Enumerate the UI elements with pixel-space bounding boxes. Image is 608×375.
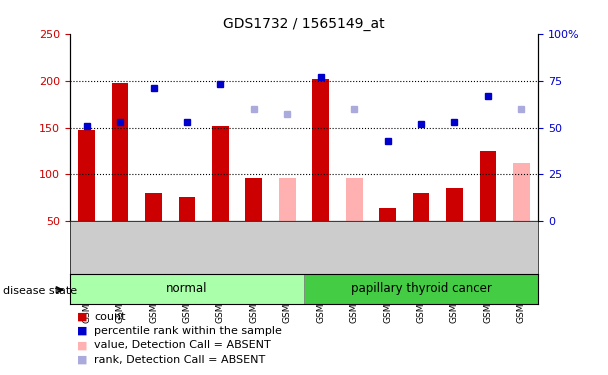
Text: ■: ■ [77,340,88,350]
Bar [246,178,262,268]
Bar [112,82,128,268]
Bar [379,208,396,268]
Bar [304,274,538,304]
Text: percentile rank within the sample: percentile rank within the sample [94,326,282,336]
Text: papillary thyroid cancer: papillary thyroid cancer [351,282,491,295]
Text: value, Detection Call = ABSENT: value, Detection Call = ABSENT [94,340,271,350]
Bar [70,274,304,304]
Bar [78,130,95,268]
Text: ■: ■ [77,355,88,364]
Bar [513,163,530,268]
Bar [346,178,362,268]
Text: ■: ■ [77,312,88,322]
Bar [212,126,229,268]
Bar [279,178,295,268]
Bar [313,79,329,268]
Bar [446,188,463,268]
Bar [480,151,496,268]
Text: ■: ■ [77,326,88,336]
Text: disease state: disease state [3,286,77,296]
Bar [145,193,162,268]
Bar [413,193,429,268]
Title: GDS1732 / 1565149_at: GDS1732 / 1565149_at [223,17,385,32]
Bar [179,197,195,268]
Text: rank, Detection Call = ABSENT: rank, Detection Call = ABSENT [94,355,266,364]
Text: count: count [94,312,126,322]
Text: normal: normal [166,282,208,295]
